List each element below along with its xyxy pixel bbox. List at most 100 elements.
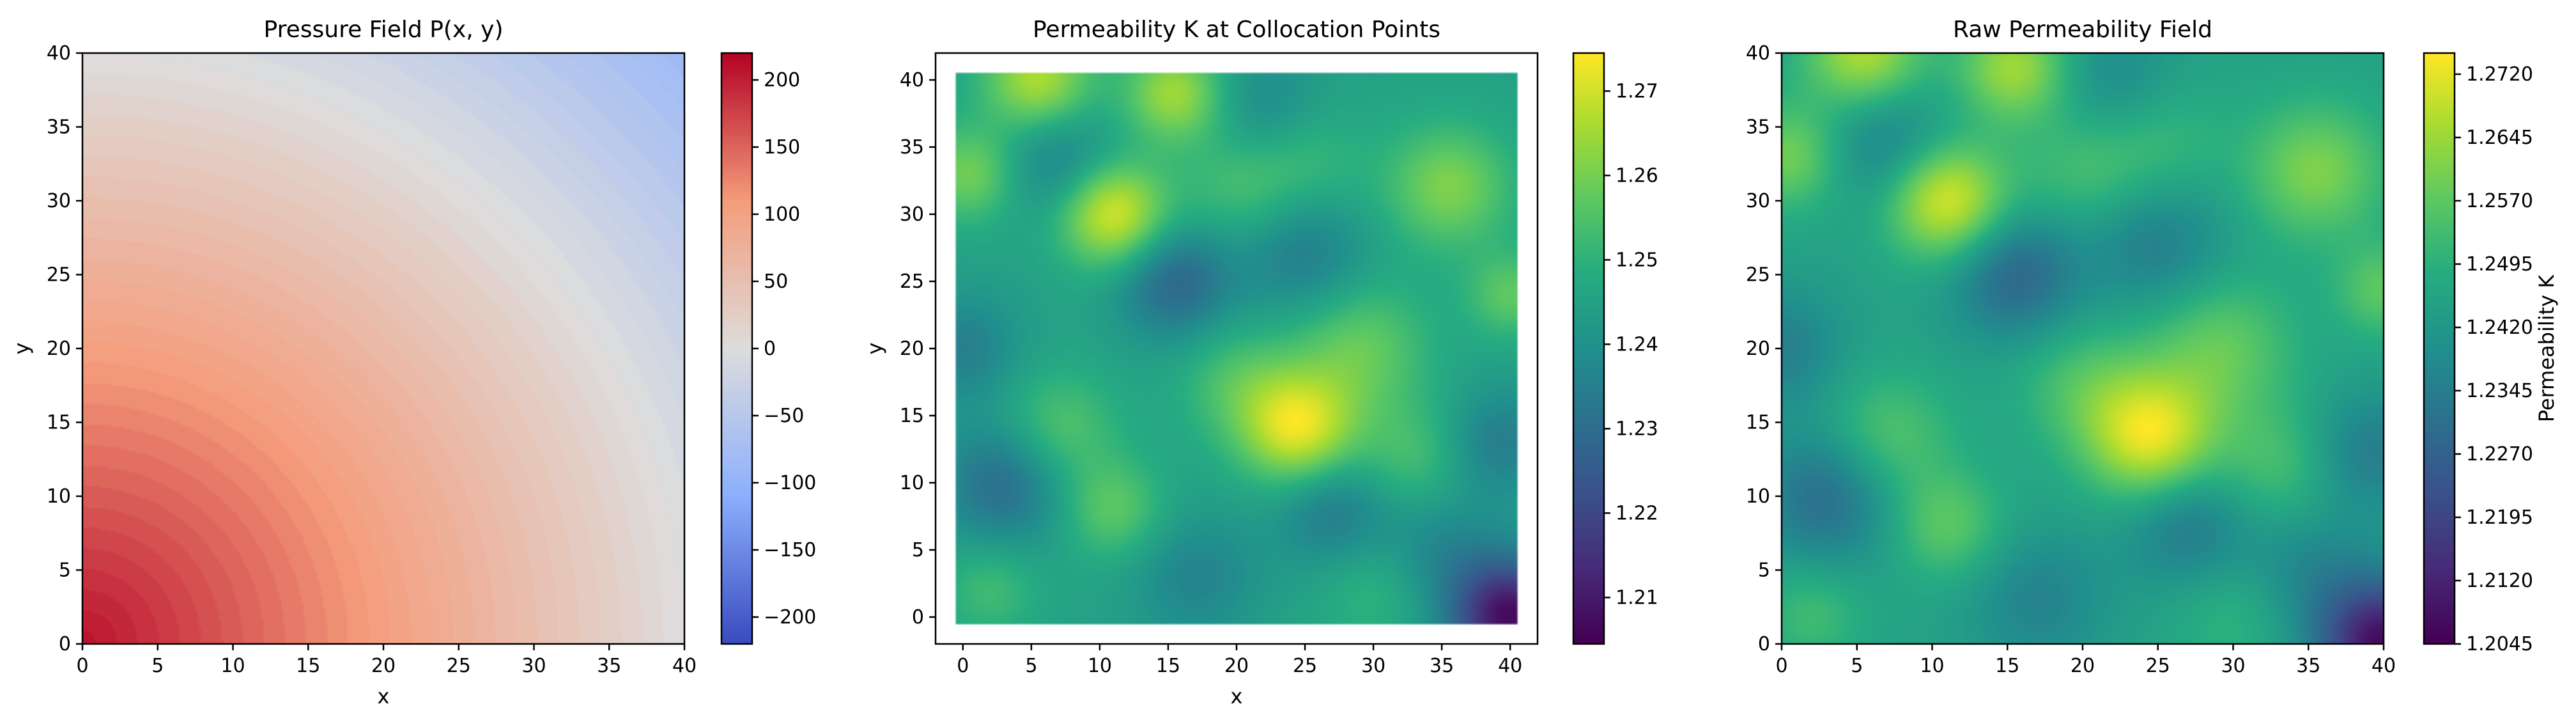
raw-permeability-colorbar-ticks: 1.2720 1.2645 1.2570 1.2495 1.2420 1.2345 1.22… — [2455, 63, 2533, 655]
pressure-colorbar-tick-label: 50 — [764, 270, 788, 293]
collocation-y-tick-label: 30 — [900, 203, 924, 226]
collocation-y-tick-label: 10 — [900, 472, 924, 494]
collocation-colorbar — [1573, 53, 1604, 644]
collocation-x-tick-label: 5 — [1025, 655, 1037, 677]
pressure-y-tick-label: 15 — [47, 412, 71, 434]
pressure-x-tick-label: 10 — [220, 655, 245, 677]
raw-permeability-colorbar-tick-label: 1.2420 — [2466, 317, 2533, 339]
raw-permeability-x-tick-label: 15 — [1995, 655, 2019, 677]
pressure-y-label: y — [10, 343, 34, 355]
raw-permeability-y-tick-label: 25 — [1746, 264, 1770, 286]
raw-permeability-y-tick-label: 30 — [1746, 190, 1770, 212]
pressure-x-tick-label: 0 — [76, 655, 88, 677]
collocation-colorbar-frame — [1572, 52, 1605, 645]
pressure-y-tick-label: 40 — [47, 42, 71, 65]
collocation-colorbar-tick-label: 1.26 — [1616, 164, 1658, 187]
collocation-colorbar-tick-label: 1.22 — [1616, 502, 1658, 524]
collocation-x-tick-label: 30 — [1361, 655, 1385, 677]
pressure-x-tick-label: 5 — [151, 655, 164, 677]
pressure-y-ticks: 0 5 10 15 20 25 30 35 40 — [47, 42, 82, 655]
raw-permeability-x-tick-label: 20 — [2071, 655, 2095, 677]
pressure-colorbar-tick-label: −100 — [764, 472, 816, 494]
raw-permeability-y-tick-label: 40 — [1746, 42, 1770, 65]
raw-permeability-colorbar-label: Permeability K — [2534, 274, 2559, 423]
raw-permeability-x-ticks: 0 5 10 15 20 25 30 35 40 — [1775, 644, 2396, 677]
collocation-title: Permeability K at Collocation Points — [1033, 17, 1440, 43]
collocation-colorbar-tick-label: 1.24 — [1616, 333, 1658, 356]
collocation-x-tick-label: 0 — [957, 655, 969, 677]
pressure-x-tick-label: 35 — [597, 655, 621, 677]
pressure-y-tick-label: 20 — [47, 338, 71, 360]
raw-permeability-y-tick-label: 5 — [1758, 560, 1770, 582]
pressure-y-tick-label: 10 — [47, 485, 71, 508]
raw-permeability-panel: Raw Permeability Field 0 5 10 15 20 25 30 35 40 … — [1746, 17, 2559, 677]
pressure-colorbar — [721, 53, 752, 644]
raw-permeability-y-ticks: 0 5 10 15 20 25 30 35 40 — [1746, 42, 1782, 655]
collocation-x-tick-label: 25 — [1293, 655, 1317, 677]
collocation-y-tick-label: 0 — [912, 606, 924, 629]
pressure-y-tick-label: 30 — [47, 190, 71, 212]
pressure-y-tick-label: 5 — [59, 560, 71, 582]
raw-permeability-y-tick-label: 20 — [1746, 338, 1770, 360]
raw-permeability-x-tick-label: 40 — [2372, 655, 2396, 677]
pressure-x-tick-label: 25 — [447, 655, 471, 677]
raw-permeability-x-tick-label: 25 — [2146, 655, 2170, 677]
raw-permeability-colorbar — [2424, 53, 2455, 644]
collocation-colorbar-tick-label: 1.25 — [1616, 249, 1658, 271]
raw-permeability-colorbar-frame — [2423, 52, 2456, 645]
raw-permeability-x-tick-label: 35 — [2296, 655, 2320, 677]
collocation-y-tick-label: 5 — [912, 539, 924, 561]
pressure-x-tick-label: 40 — [672, 655, 697, 677]
collocation-y-tick-label: 15 — [900, 405, 924, 427]
raw-permeability-y-tick-label: 15 — [1746, 412, 1770, 434]
collocation-y-tick-label: 20 — [900, 338, 924, 360]
pressure-y-tick-label: 0 — [59, 633, 71, 655]
raw-permeability-colorbar-tick-label: 1.2270 — [2466, 443, 2533, 466]
pressure-colorbar-tick-label: 150 — [764, 136, 800, 159]
raw-permeability-y-tick-label: 10 — [1746, 485, 1770, 508]
pressure-heatmap — [82, 53, 684, 644]
collocation-scatter — [936, 53, 1538, 644]
collocation-x-tick-label: 20 — [1224, 655, 1249, 677]
raw-permeability-y-tick-label: 0 — [1758, 633, 1770, 655]
collocation-y-tick-label: 25 — [900, 270, 924, 293]
pressure-x-tick-label: 30 — [521, 655, 546, 677]
raw-permeability-y-tick-label: 35 — [1746, 116, 1770, 139]
raw-permeability-x-tick-label: 30 — [2221, 655, 2245, 677]
collocation-y-tick-label: 35 — [900, 136, 924, 159]
pressure-colorbar-tick-label: −50 — [764, 405, 804, 427]
raw-permeability-x-tick-label: 10 — [1920, 655, 1944, 677]
collocation-x-ticks: 0 5 10 15 20 25 30 35 40 — [957, 644, 1522, 677]
collocation-y-tick-label: 40 — [900, 69, 924, 91]
raw-permeability-colorbar-tick-label: 1.2570 — [2466, 190, 2533, 212]
pressure-x-tick-label: 20 — [371, 655, 396, 677]
raw-permeability-colorbar-tick-label: 1.2645 — [2466, 127, 2533, 149]
pressure-title: Pressure Field P(x, y) — [264, 17, 504, 43]
pressure-colorbar-tick-label: 200 — [764, 69, 800, 91]
pressure-x-tick-label: 15 — [296, 655, 320, 677]
collocation-x-tick-label: 35 — [1430, 655, 1454, 677]
raw-permeability-x-tick-label: 0 — [1775, 655, 1787, 677]
pressure-y-tick-label: 25 — [47, 264, 71, 286]
raw-permeability-colorbar-tick-label: 1.2195 — [2466, 506, 2533, 529]
collocation-colorbar-tick-label: 1.21 — [1616, 586, 1658, 609]
collocation-colorbar-tick-label: 1.27 — [1616, 80, 1658, 102]
pressure-field-panel: Pressure Field P(x, y) 0 5 10 15 20 25 30 35 40 … — [10, 17, 816, 708]
pressure-y-tick-label: 35 — [47, 116, 71, 139]
pressure-x-ticks: 0 5 10 15 20 25 30 35 40 — [76, 644, 697, 677]
pressure-colorbar-tick-label: −200 — [764, 606, 816, 629]
collocation-y-label: y — [863, 343, 887, 355]
collocation-x-label: x — [1231, 684, 1243, 708]
raw-permeability-colorbar-tick-label: 1.2495 — [2466, 253, 2533, 276]
pressure-x-label: x — [378, 684, 390, 708]
raw-permeability-colorbar-tick-label: 1.2720 — [2466, 63, 2533, 86]
collocation-x-tick-label: 40 — [1498, 655, 1522, 677]
raw-permeability-heatmap — [1782, 53, 2384, 644]
collocation-colorbar-tick-label: 1.23 — [1616, 418, 1658, 440]
raw-permeability-x-tick-label: 5 — [1851, 655, 1863, 677]
collocation-panel: Permeability K at Collocation Points 0 5 1… — [863, 17, 1658, 708]
collocation-x-tick-label: 10 — [1088, 655, 1112, 677]
raw-permeability-colorbar-tick-label: 1.2120 — [2466, 570, 2533, 592]
collocation-colorbar-ticks: 1.27 1.26 1.25 1.24 1.23 1.22 1.21 — [1604, 80, 1658, 609]
